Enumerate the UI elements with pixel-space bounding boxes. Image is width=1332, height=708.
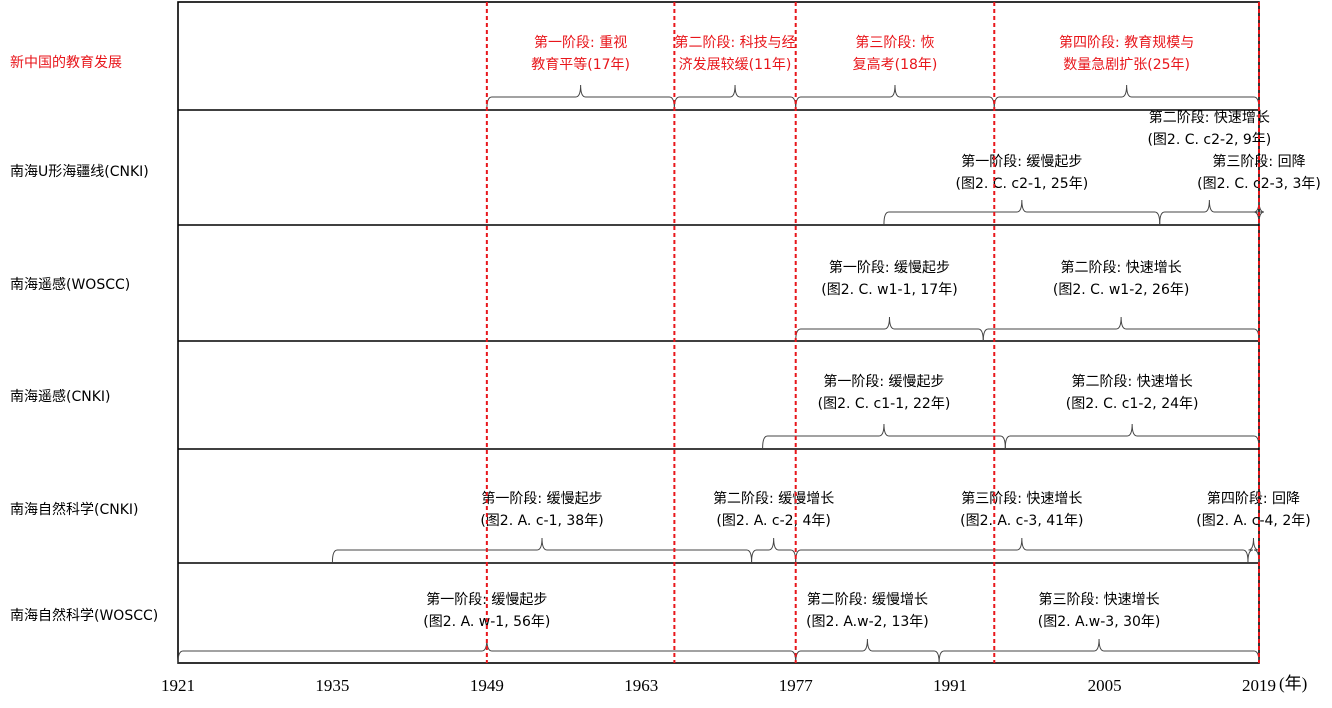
stage-label: 第三阶段: 回降 <box>1212 153 1305 170</box>
stage-label: 济发展较缓(11年) <box>679 57 792 73</box>
stage-label: (图2. C. c2-1, 25年) <box>955 176 1088 192</box>
stage-label: (图2. A.w-2, 13年) <box>806 614 929 630</box>
stage-brace <box>795 537 1249 563</box>
stage-brace <box>673 84 797 110</box>
stage-brace <box>1247 537 1260 563</box>
stage-brace <box>938 638 1260 664</box>
x-tick-label: 2019 <box>1242 676 1276 695</box>
stage-label: (图2. C. w1-2, 26年) <box>1053 282 1189 298</box>
stage-label: (图2. A.w-3, 30年) <box>1038 614 1161 630</box>
stage-brace <box>982 316 1260 342</box>
timeline-row: 南海遥感(CNKI) 第一阶段: 缓慢起步 (图2. C. c1-1, 22年) 第二… <box>10 373 1260 449</box>
x-tick-label: 1963 <box>624 676 658 695</box>
stage-label: 第一阶段: 缓慢起步 <box>823 373 944 390</box>
stage-label: (图2. A. c-3, 41年) <box>960 513 1083 529</box>
stage-label: 数量急剧扩张(25年) <box>1063 57 1190 73</box>
stage-label: 第四阶段: 教育规模与 <box>1059 34 1194 51</box>
stage-brace <box>1004 423 1260 449</box>
row-label: 南海自然科学(WOSCC) <box>10 607 158 624</box>
stage-label: (图2. A. c-2, 4年) <box>716 513 830 529</box>
stage-label: 第一阶段: 重视 <box>534 34 627 51</box>
stage-label: (图2. A. w-1, 56年) <box>423 614 550 630</box>
stage-brace <box>751 537 797 563</box>
stage-label: 第三阶段: 快速增长 <box>1038 591 1159 608</box>
stage-label: (图2. A. c-1, 38年) <box>480 513 603 529</box>
stage-label: (图2. C. c1-1, 22年) <box>818 396 951 412</box>
x-tick-label: 1921 <box>161 676 195 695</box>
stage-label: 第二阶段: 快速增长 <box>1061 259 1182 276</box>
stage-label: 第四阶段: 回降 <box>1207 490 1300 507</box>
stage-label: (图2. C. c2-2, 9年) <box>1147 132 1271 148</box>
stage-brace <box>883 199 1161 225</box>
x-tick-label: 1991 <box>933 676 967 695</box>
stage-brace <box>762 423 1006 449</box>
stage-label: 第二阶段: 快速增长 <box>1072 373 1193 390</box>
x-tick-label: 2005 <box>1088 676 1122 695</box>
stage-brace <box>993 84 1260 110</box>
stage-brace <box>795 638 940 664</box>
stage-label: 第一阶段: 缓慢起步 <box>481 490 602 507</box>
stage-label: 第二阶段: 科技与经 <box>674 34 795 51</box>
stage-label: 第三阶段: 恢 <box>855 34 934 51</box>
row-label: 南海自然科学(CNKI) <box>10 501 138 518</box>
stage-brace <box>795 316 984 342</box>
stage-label: (图2. C. c1-2, 24年) <box>1066 396 1199 412</box>
stage-label: 第一阶段: 缓慢起步 <box>961 153 1082 170</box>
timeline-row: 南海U形海疆线(CNKI) 第一阶段: 缓慢起步 (图2. C. c2-1, 25年… <box>10 109 1321 225</box>
stage-label: 教育平等(17年) <box>531 56 630 73</box>
stage-brace <box>331 537 753 563</box>
x-tick-label: 1977 <box>779 676 814 695</box>
stage-brace <box>1159 199 1260 225</box>
stage-label: (图2. A. c-4, 2年) <box>1196 513 1310 529</box>
stage-label: 复高考(18年) <box>853 56 938 73</box>
stage-brace <box>795 84 995 110</box>
x-axis-unit: (年) <box>1279 674 1307 693</box>
row-label: 南海U形海疆线(CNKI) <box>10 164 149 180</box>
timeline-row: 南海自然科学(WOSCC)第一阶段: 缓慢起步(图2. A. w-1, 56年)… <box>10 591 1260 664</box>
timeline-row: 南海自然科学(CNKI) 第一阶段: 缓慢起步 (图2. A. c-1, 38年) 第… <box>10 490 1311 563</box>
x-tick-label: 1949 <box>470 676 504 695</box>
row-label: 南海遥感(CNKI) <box>10 388 110 405</box>
x-tick-label: 1935 <box>315 676 349 695</box>
row-label: 新中国的教育发展 <box>10 55 122 71</box>
stage-label: 第二阶段: 缓慢增长 <box>807 591 928 608</box>
stage-label: (图2. C. w1-1, 17年) <box>821 282 957 298</box>
stage-label: 第三阶段: 快速增长 <box>961 490 1082 507</box>
timeline-frame <box>177 1 1260 664</box>
stage-brace <box>486 84 675 110</box>
stage-label: 第二阶段: 快速增长 <box>1149 109 1270 126</box>
row-label: 南海遥感(WOSCC) <box>10 276 130 293</box>
stage-label: 第二阶段: 缓慢增长 <box>713 490 834 507</box>
timeline-row: 南海遥感(WOSCC) 第一阶段: 缓慢起步 (图2. C. w1-1, 17年) 第… <box>10 259 1260 342</box>
stage-label: 第一阶段: 缓慢起步 <box>829 259 950 276</box>
